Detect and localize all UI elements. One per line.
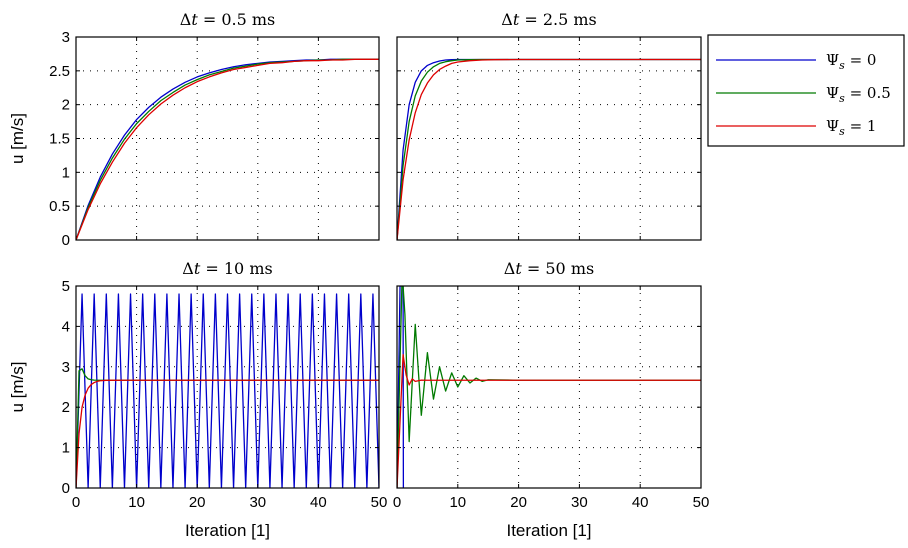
series-group <box>76 58 379 240</box>
legend-label: Ψs = 0.5 <box>826 84 891 105</box>
x-tick-label: 50 <box>693 494 710 511</box>
series-line--s-1-2 <box>76 58 379 240</box>
x-tick-label: 10 <box>128 494 145 511</box>
axes-frame <box>75 285 380 489</box>
x-axis-label: Iteration [1] <box>185 521 270 540</box>
y-tick-label: 0.5 <box>49 198 70 215</box>
chart-title: Δt = 10 ms <box>182 259 272 278</box>
y-tick-label: 2.5 <box>49 63 70 80</box>
x-tick-label: 20 <box>189 494 206 511</box>
y-tick-label: 1.5 <box>49 131 70 148</box>
chart-panel-4: 0 10 20 30 40 50 Δt = 50 ms Iteration [1] <box>393 259 710 540</box>
y-tick-label: 0 <box>62 480 70 497</box>
plot-area <box>397 286 701 488</box>
series-line--s-1-1 <box>76 379 379 488</box>
series-group <box>397 58 701 240</box>
y-tick-label: 5 <box>62 278 70 295</box>
x-tick-label: 10 <box>449 494 466 511</box>
chart-panel-2: Δt = 2.5 ms <box>396 10 702 241</box>
y-tick-label: 2 <box>62 399 70 416</box>
chart-panel-1: 0 0.5 1 1.5 2 2.5 3 Δt = 0.5 ms u [m/s] <box>8 10 380 249</box>
legend-label: Ψs = 0 <box>826 51 876 72</box>
chart-panel-3: 0 10 20 30 40 50 0 1 2 3 4 5 Δt = 10 ms u [m/s] Iterat… <box>8 259 387 540</box>
chart-title: Δt = 0.5 ms <box>180 10 276 29</box>
axes-frame <box>396 285 702 489</box>
y-tick-label: 4 <box>62 318 70 335</box>
y-tick-label: 1 <box>62 164 70 181</box>
x-axis-label: Iteration [1] <box>506 521 591 540</box>
legend: Ψs = 0 Ψs = 0.5 Ψs = 1 <box>707 34 905 147</box>
x-tick-label: 50 <box>371 494 388 511</box>
series-group <box>76 293 379 488</box>
series-line--s-1-2 <box>397 354 701 488</box>
panels: 0 0.5 1 1.5 2 2.5 3 Δt = 0.5 ms u [m/s] Δt = 2.5 … <box>8 10 709 540</box>
x-tick-label: 0 <box>393 494 401 511</box>
y-tick-label: 3 <box>62 359 70 376</box>
y-axis-label: u [m/s] <box>8 361 27 412</box>
x-tick-label: 30 <box>249 494 266 511</box>
y-tick-label: 1 <box>62 440 70 457</box>
series-line-psi-0 <box>76 293 379 488</box>
chart-title: Δt = 50 ms <box>504 259 594 278</box>
legend-box <box>707 34 905 147</box>
y-tick-label: 2 <box>62 97 70 114</box>
x-tick-label: 40 <box>632 494 649 511</box>
plot-area <box>76 37 379 240</box>
chart-title: Δt = 2.5 ms <box>501 10 597 29</box>
y-tick-label: 3 <box>62 29 70 46</box>
x-tick-label: 40 <box>310 494 327 511</box>
y-axis-label: u [m/s] <box>8 113 27 164</box>
y-tick-label: 0 <box>62 232 70 249</box>
series-group <box>397 286 701 488</box>
plot-area <box>397 37 701 240</box>
legend-label: Ψs = 1 <box>826 117 876 138</box>
plot-area <box>76 286 379 488</box>
x-tick-label: 0 <box>72 494 80 511</box>
x-tick-label: 30 <box>571 494 588 511</box>
x-tick-label: 20 <box>510 494 527 511</box>
series-line--s-1-2 <box>397 58 701 240</box>
series-line--s-0-0 <box>397 286 405 488</box>
